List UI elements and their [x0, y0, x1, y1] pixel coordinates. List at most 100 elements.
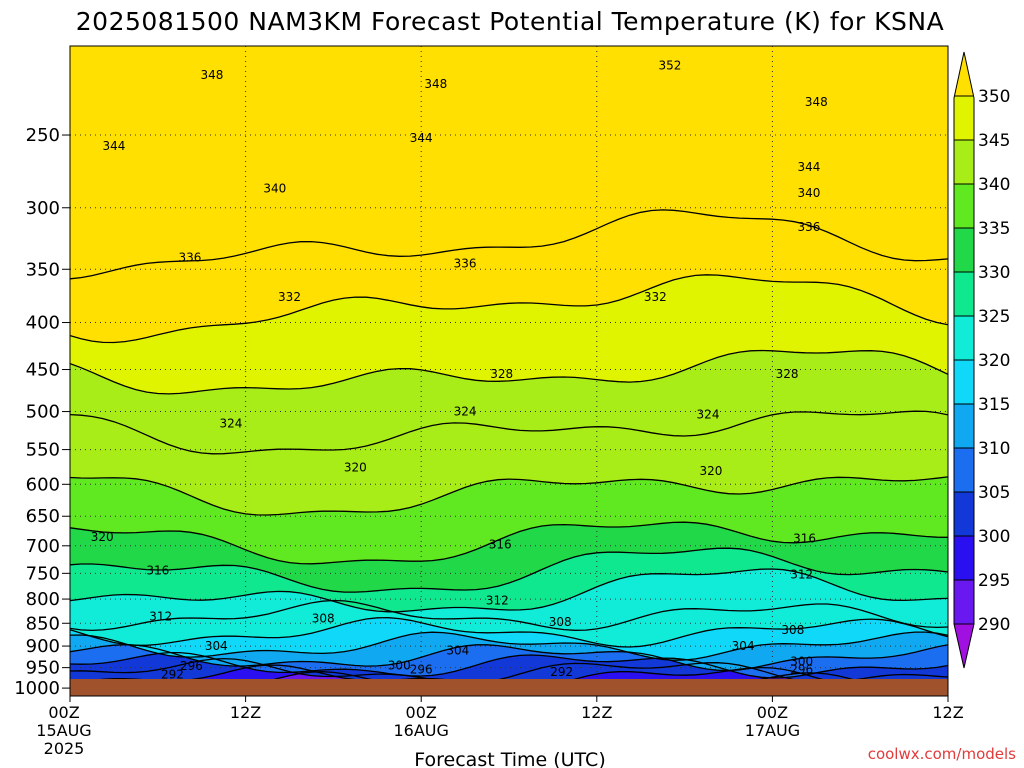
contour-label: 332 — [644, 290, 667, 304]
x-tick-label: 17AUG — [745, 721, 800, 740]
colorbar-swatch — [954, 52, 974, 97]
contour-label: 304 — [732, 639, 755, 653]
colorbar-swatch — [954, 96, 974, 141]
contour-label: 308 — [549, 615, 572, 629]
colorbar-tick-label: 290 — [978, 615, 1010, 635]
x-tick-label: 2025 — [44, 739, 85, 758]
contour-label: 344 — [410, 131, 433, 145]
contour-label: 296 — [410, 663, 433, 677]
colorbar-tick-label: 335 — [978, 219, 1010, 239]
colorbar-tick-label: 295 — [978, 571, 1010, 591]
y-tick-label: 950 — [26, 658, 60, 679]
colorbar-tick-label: 350 — [978, 87, 1010, 107]
contour-label-text: 332 — [278, 290, 301, 304]
contour-label: 348 — [424, 77, 447, 91]
contour-label: 312 — [149, 610, 172, 624]
colorbar-swatch — [954, 580, 974, 625]
contour-label: 300 — [388, 659, 411, 673]
contour-label-text: 336 — [179, 251, 202, 265]
contour-label: 328 — [490, 367, 513, 381]
contour-label: 324 — [454, 405, 477, 419]
y-axis-ticks: 2503003504004505005506006507007508008509… — [14, 125, 70, 699]
contour-label-text: 336 — [454, 257, 477, 271]
contour-label: 324 — [697, 408, 720, 422]
contour-label-text: 292 — [161, 668, 184, 682]
contour-label-text: 308 — [781, 623, 804, 637]
chart-title: 2025081500 NAM3KM Forecast Potential Tem… — [76, 7, 944, 36]
credit-text: coolwx.com/models — [868, 745, 1016, 763]
colorbar-tick-label: 320 — [978, 351, 1010, 371]
y-tick-label: 650 — [26, 506, 60, 527]
contour-label-text: 312 — [790, 567, 813, 581]
y-tick-label: 1000 — [14, 678, 60, 699]
contour-label: 332 — [278, 290, 301, 304]
colorbar-swatches — [954, 52, 974, 668]
contour-312 — [70, 631, 948, 661]
contour-label-text: 348 — [200, 68, 223, 82]
colorbar-swatch — [954, 228, 974, 273]
colorbar-tick-label: 340 — [978, 175, 1010, 195]
contour-label: 304 — [446, 643, 469, 657]
colorbar-swatch — [954, 140, 974, 185]
y-tick-label: 400 — [26, 313, 60, 334]
contour-label-text: 320 — [91, 530, 114, 544]
contour-label-text: 348 — [424, 77, 447, 91]
contour-label: 304 — [205, 639, 228, 653]
contour-332 — [70, 521, 948, 565]
contour-label-text: 316 — [146, 564, 169, 578]
contour-label: 336 — [454, 257, 477, 271]
colorbar-swatch — [954, 624, 974, 668]
contour-labels: 348 348 352 348 344 344 344 340 340 336 336 336 332 3… — [91, 58, 828, 682]
contour-label: 320 — [699, 464, 722, 478]
x-tick-label: 16AUG — [393, 721, 448, 740]
contour-label-text: 320 — [699, 464, 722, 478]
contour-label-text: 300 — [790, 654, 813, 668]
y-tick-label: 550 — [26, 440, 60, 461]
contour-label-text: 300 — [388, 659, 411, 673]
contour-label-text: 304 — [732, 639, 755, 653]
contour-label-text: 316 — [793, 531, 816, 545]
y-tick-label: 350 — [26, 259, 60, 280]
colorbar-swatch — [954, 360, 974, 405]
contour-label-text: 324 — [697, 408, 720, 422]
y-tick-label: 450 — [26, 360, 60, 381]
contour-label: 344 — [102, 139, 125, 153]
grid-lines — [70, 46, 948, 679]
y-tick-label: 300 — [26, 198, 60, 219]
contour-label-text: 336 — [798, 220, 821, 234]
contour-label: 340 — [798, 186, 821, 200]
x-tick-label: 12Z — [581, 703, 612, 722]
contour-label-text: 340 — [798, 186, 821, 200]
colorbar-swatch — [954, 492, 974, 537]
contour-label-text: 308 — [549, 615, 572, 629]
temperature-fill-bands — [70, 46, 948, 679]
contour-label: 320 — [91, 530, 114, 544]
contour-label: 352 — [659, 58, 682, 72]
contour-label: 292 — [161, 668, 184, 682]
contour-label-text: 292 — [550, 665, 573, 679]
x-tick-label: 12Z — [230, 703, 261, 722]
colorbar-tick-label: 310 — [978, 439, 1010, 459]
contour-label: 296 — [180, 659, 203, 673]
colorbar-tick-label: 300 — [978, 527, 1010, 547]
contour-344 — [70, 349, 948, 395]
colorbar-swatch — [954, 316, 974, 361]
contour-label: 344 — [798, 160, 821, 174]
contour-label-text: 324 — [454, 405, 477, 419]
contour-label: 348 — [805, 95, 828, 109]
contour-324 — [70, 568, 948, 613]
colorbar-swatch — [954, 448, 974, 493]
contour-label: 292 — [550, 665, 573, 679]
contour-label-text: 344 — [798, 160, 821, 174]
contour-label-text: 316 — [489, 538, 512, 552]
contour-label: 312 — [486, 594, 509, 608]
contour-label: 312 — [790, 567, 813, 581]
contour-label-text: 324 — [220, 416, 243, 430]
y-tick-label: 900 — [26, 636, 60, 657]
contour-label-text: 296 — [790, 663, 813, 677]
contour-label: 296 — [790, 663, 813, 677]
y-tick-label: 250 — [26, 125, 60, 146]
contour-label-text: 352 — [659, 58, 682, 72]
